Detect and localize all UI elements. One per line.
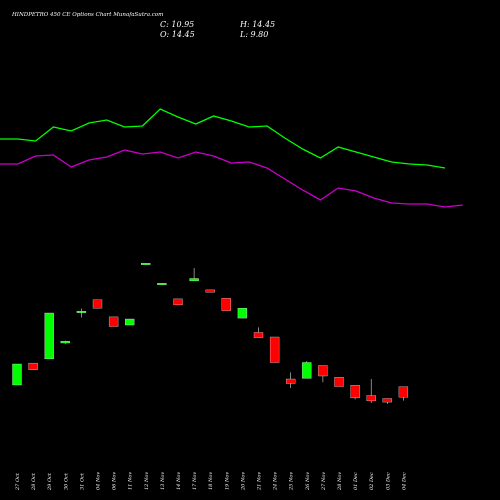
candle — [28, 362, 38, 370]
candle-body — [189, 278, 199, 282]
candle — [189, 268, 199, 282]
x-tick-label: 01 Dec — [353, 472, 359, 490]
x-tick-label: 27 Nov — [321, 472, 327, 491]
candle-body — [125, 318, 135, 326]
candle — [60, 340, 70, 344]
x-tick-label: 30 Oct — [63, 472, 69, 490]
x-tick-label: 28 Nov — [337, 472, 343, 491]
x-tick-label: 28 Oct — [31, 472, 37, 491]
candle-body — [12, 363, 22, 386]
candle-body — [366, 395, 376, 402]
x-tick-label: 06 Nov — [112, 472, 118, 490]
x-tick-label: 21 Nov — [257, 472, 263, 491]
candle — [76, 308, 87, 318]
candle — [253, 327, 264, 338]
candle-body — [28, 362, 38, 370]
candle-body — [302, 362, 312, 379]
candle-body — [108, 316, 119, 327]
candle — [302, 361, 312, 379]
x-tick-label: 25 Nov — [289, 472, 295, 491]
candle-body — [382, 398, 392, 403]
candle — [237, 308, 248, 319]
x-tick-label: 04 Dec — [401, 472, 407, 490]
high-value: H: 14.45 — [239, 20, 275, 29]
candle — [269, 336, 280, 363]
candle-body — [286, 378, 296, 384]
candle-body — [60, 341, 70, 344]
candle — [334, 377, 344, 387]
candle — [366, 379, 376, 403]
close-value: C: 10.95 — [160, 20, 194, 29]
candle — [173, 298, 183, 306]
candle-body — [221, 298, 231, 311]
candle-body — [398, 386, 409, 398]
upper-indicator-line — [0, 108, 446, 169]
x-tick-label: 24 Nov — [273, 472, 279, 491]
candle-body — [269, 336, 280, 363]
candle-body — [334, 377, 344, 387]
x-tick-label: 19 Nov — [224, 472, 230, 490]
x-tick-label: 14 Nov — [176, 472, 182, 490]
candle — [382, 398, 392, 404]
candle — [141, 263, 151, 265]
x-tick-label: 29 Oct — [47, 472, 53, 491]
x-tick-label: 13 Nov — [160, 472, 166, 490]
candle-body — [350, 385, 360, 399]
chart-title: HINDPETRO 450 CE Options Chart MunafaSut… — [11, 12, 163, 18]
x-tick-label: 12 Nov — [144, 472, 150, 490]
candle — [350, 385, 360, 400]
candle — [221, 298, 231, 311]
candle — [205, 289, 215, 293]
candle — [157, 283, 167, 285]
candles-group — [12, 263, 409, 404]
candle-body — [173, 298, 183, 306]
x-tick-label: 03 Dec — [385, 472, 391, 490]
x-tick-label: 02 Dec — [369, 472, 375, 490]
candle-body — [92, 299, 103, 309]
candle — [108, 316, 119, 327]
x-tick-label: 26 Nov — [305, 472, 311, 491]
x-tick-label: 04 Nov — [96, 472, 102, 490]
x-tick-label: 31 Oct — [79, 472, 85, 490]
x-tick-label: 27 Oct — [15, 472, 21, 491]
candle-body — [141, 263, 151, 265]
candle — [44, 312, 54, 360]
x-axis-labels: 27 Oct 28 Oct 29 Oct 30 Oct 31 Oct 04 Nov 06 N… — [15, 472, 407, 491]
x-tick-label: 17 Nov — [192, 472, 198, 490]
candle-body — [237, 308, 248, 319]
x-tick-label: 11 Nov — [128, 472, 134, 490]
open-value: O: 14.45 — [160, 30, 195, 39]
lower-indicator-line — [0, 149, 463, 208]
candle — [92, 299, 103, 309]
candle — [286, 372, 296, 388]
low-value: L: 9.80 — [239, 30, 268, 39]
candle-body — [253, 332, 264, 338]
candle — [12, 363, 22, 386]
candle-body — [157, 283, 167, 285]
x-tick-label: 20 Nov — [240, 472, 246, 491]
candle-body — [318, 365, 328, 377]
candle — [398, 386, 409, 401]
candle-body — [44, 312, 54, 360]
candle — [125, 318, 135, 326]
candle-body — [205, 289, 215, 293]
candle-body — [76, 311, 87, 313]
candle — [318, 365, 328, 383]
x-tick-label: 18 Nov — [208, 472, 214, 490]
